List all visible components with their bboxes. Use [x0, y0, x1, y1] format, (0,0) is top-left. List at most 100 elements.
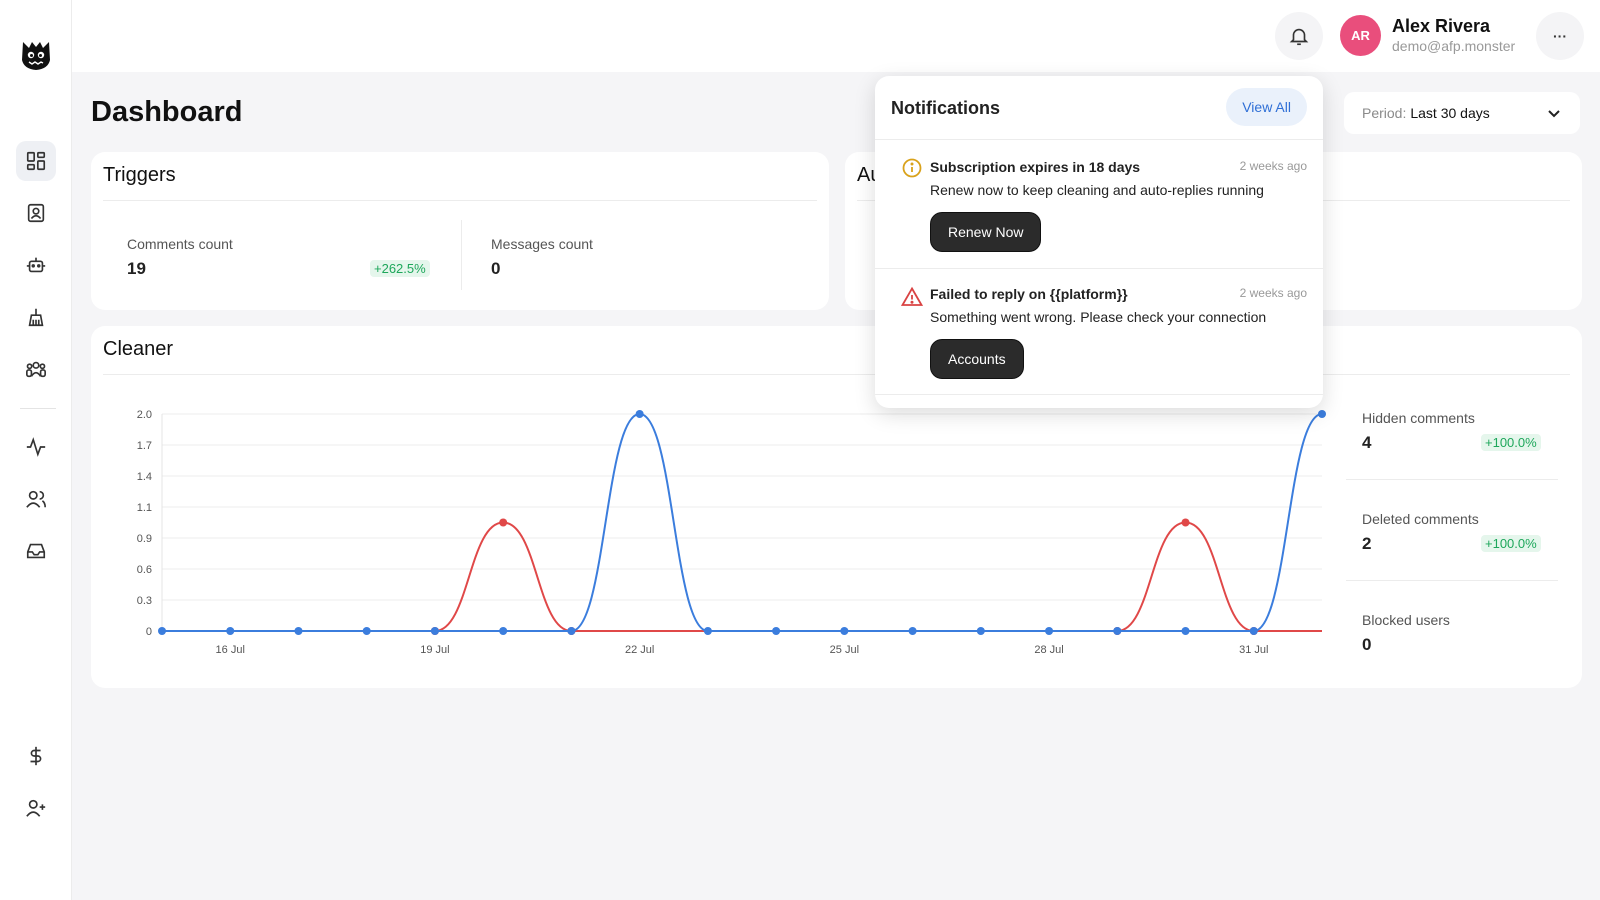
- sidebar-item-invite[interactable]: [16, 788, 56, 828]
- renew-now-button[interactable]: Renew Now: [930, 212, 1042, 252]
- page-title: Dashboard: [91, 96, 243, 128]
- sidebar-item-activity[interactable]: [16, 427, 56, 467]
- notification-body: Renew now to keep cleaning and auto-repl…: [930, 182, 1264, 198]
- hidden-comments-change-badge: +100.0%: [1481, 434, 1541, 451]
- data-point: [499, 627, 508, 635]
- stat-divider: [1346, 479, 1558, 480]
- contact-card-icon: [27, 203, 45, 223]
- data-point: [567, 627, 576, 635]
- dashboard-icon: [26, 151, 46, 171]
- y-tick-label: 0: [146, 626, 152, 638]
- data-point: [1318, 410, 1326, 418]
- deleted-comments-label: Deleted comments: [1362, 511, 1479, 527]
- y-tick-label: 0.6: [137, 564, 152, 576]
- data-point: [840, 627, 849, 635]
- y-tick-label: 1.1: [137, 502, 152, 514]
- sidebar-item-dashboard[interactable]: [16, 141, 56, 181]
- deleted-comments-value: 2: [1362, 534, 1372, 553]
- notifications-panel: Notifications View All Subscription expi…: [875, 76, 1323, 408]
- messages-count-label: Messages count: [491, 236, 593, 252]
- stat-divider: [461, 220, 462, 290]
- notifications-title: Notifications: [891, 98, 1001, 118]
- data-point: [1045, 627, 1054, 635]
- period-select[interactable]: Period: Last 30 days: [1344, 92, 1580, 134]
- comments-count-value: 19: [127, 259, 146, 278]
- sidebar-divider: [20, 408, 56, 409]
- inbox-icon: [26, 543, 46, 559]
- data-point: [1181, 627, 1190, 635]
- data-point: [294, 627, 303, 635]
- notifications-button[interactable]: [1275, 12, 1323, 60]
- sidebar-item-bots[interactable]: [16, 245, 56, 285]
- stat-divider: [1346, 580, 1558, 581]
- blocked-users-value: 0: [1362, 635, 1372, 654]
- notification-time: 2 weeks ago: [1239, 286, 1307, 300]
- comments-change-badge: +262.5%: [370, 260, 430, 277]
- data-point: [703, 627, 712, 635]
- user-name: Alex Rivera: [1392, 16, 1491, 36]
- data-point: [1181, 518, 1190, 527]
- sidebar-item-inbox[interactable]: [16, 531, 56, 571]
- user-email: demo@afp.monster: [1392, 38, 1516, 54]
- monster-logo-icon[interactable]: [18, 36, 54, 72]
- chevron-down-icon: [1548, 110, 1560, 118]
- x-tick-label: 19 Jul: [420, 644, 449, 656]
- data-point: [430, 627, 439, 635]
- info-icon: [902, 158, 922, 178]
- triggers-title: Triggers: [103, 164, 176, 186]
- data-point: [635, 410, 644, 418]
- activity-icon: [26, 437, 46, 457]
- x-tick-label: 25 Jul: [830, 644, 859, 656]
- group-icon: [26, 361, 46, 378]
- cleaner-title: Cleaner: [103, 338, 174, 360]
- x-tick-label: 28 Jul: [1034, 644, 1063, 656]
- data-point: [226, 627, 235, 635]
- cleaner-chart: 0 0.3 0.6 0.9 1.1 1.4 1.7 2.0 16 Jul 19 Jul 22 Jul…: [137, 409, 1326, 656]
- x-tick-label: 31 Jul: [1239, 644, 1268, 656]
- period-label: Period:: [1362, 105, 1407, 121]
- data-point: [1113, 627, 1122, 635]
- accounts-button[interactable]: Accounts: [930, 339, 1024, 379]
- notification-title: Failed to reply on {{platform}}: [930, 286, 1128, 302]
- card-divider: [103, 374, 1570, 375]
- warning-icon: [901, 286, 923, 306]
- comments-count-label: Comments count: [127, 236, 233, 252]
- notification-body: Something went wrong. Please check your …: [930, 309, 1267, 325]
- sidebar-item-billing[interactable]: [16, 736, 56, 776]
- y-tick-label: 1.7: [137, 440, 152, 452]
- add-user-icon: [26, 799, 46, 817]
- notification-title: Subscription expires in 18 days: [930, 159, 1141, 175]
- notifications-divider: [875, 394, 1323, 395]
- sidebar-item-cleaner[interactable]: [16, 297, 56, 337]
- data-point: [976, 627, 985, 635]
- x-tick-label: 22 Jul: [625, 644, 654, 656]
- y-tick-label: 1.4: [137, 471, 152, 483]
- notification-time: 2 weeks ago: [1239, 159, 1307, 173]
- sidebar-item-teams[interactable]: [16, 349, 56, 389]
- bell-icon: [1289, 28, 1309, 46]
- y-tick-label: 2.0: [137, 409, 152, 421]
- view-all-button[interactable]: View All: [1226, 88, 1307, 126]
- data-point: [908, 627, 917, 635]
- y-tick-label: 0.9: [137, 533, 152, 545]
- blocked-users-label: Blocked users: [1362, 612, 1450, 628]
- series-line: [162, 521, 1322, 632]
- avatar[interactable]: AR: [1340, 15, 1381, 56]
- users-icon: [26, 490, 46, 508]
- data-point: [158, 627, 166, 635]
- broom-icon: [28, 308, 44, 327]
- series-line: [162, 412, 1323, 632]
- sidebar: [0, 0, 72, 900]
- data-point: [1249, 627, 1258, 635]
- deleted-comments-change-badge: +100.0%: [1481, 535, 1541, 552]
- period-value: Last 30 days: [1410, 105, 1490, 121]
- notifications-divider: [875, 139, 1323, 140]
- card-divider: [103, 200, 817, 201]
- triggers-card: Triggers Comments count 19 +262.5% Messa…: [91, 152, 829, 310]
- y-tick-label: 0.3: [137, 595, 152, 607]
- data-point: [499, 518, 508, 527]
- sidebar-item-users[interactable]: [16, 479, 56, 519]
- sidebar-item-contacts[interactable]: [16, 193, 56, 233]
- more-options-button[interactable]: ···: [1536, 12, 1584, 60]
- messages-count-value: 0: [491, 259, 501, 278]
